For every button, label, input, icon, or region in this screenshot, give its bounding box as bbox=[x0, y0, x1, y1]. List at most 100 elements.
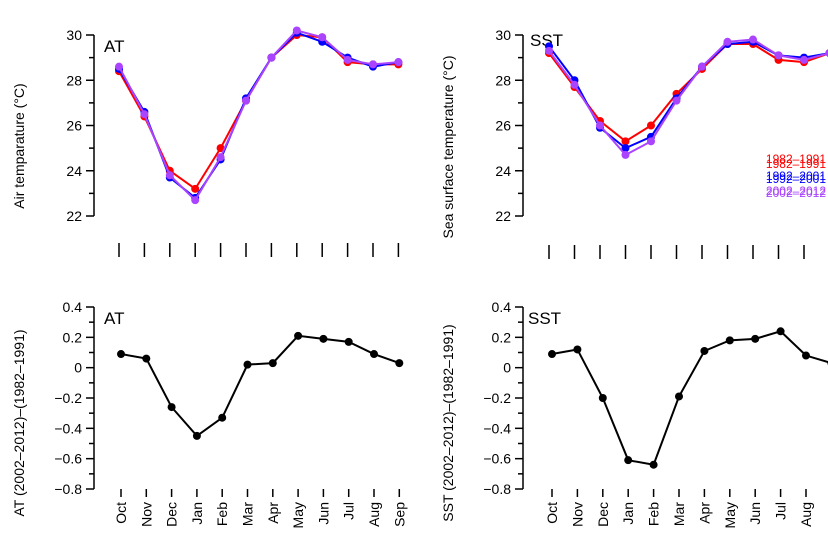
series-line bbox=[548, 43, 828, 143]
series-1 bbox=[545, 37, 828, 153]
y-tick-label: −0.8 bbox=[54, 481, 82, 497]
data-point bbox=[548, 350, 556, 359]
panel-p2: 22 24 26 28 30 Sea surface temperature (°C) SS… bbox=[440, 27, 828, 259]
y-axis-label: SST (2002–2012)–(1982–1991) bbox=[440, 324, 456, 521]
x-tick-label: Nov bbox=[569, 502, 585, 527]
data-point bbox=[394, 58, 403, 67]
y-tick-label: 30 bbox=[66, 27, 82, 43]
data-point bbox=[117, 350, 125, 359]
y-tick-label: 28 bbox=[66, 72, 82, 88]
y-tick-label: −0.4 bbox=[54, 420, 82, 436]
y-tick-label: 26 bbox=[495, 118, 511, 134]
y-tick-label: 30 bbox=[495, 27, 511, 43]
series-line bbox=[551, 330, 828, 466]
series-0 bbox=[117, 331, 404, 440]
data-point bbox=[191, 196, 200, 205]
x-tick-label: Jul bbox=[341, 502, 357, 520]
y-tick-label: 28 bbox=[495, 72, 511, 88]
x-tick-label: Dec bbox=[595, 502, 611, 527]
data-point bbox=[216, 153, 225, 162]
x-tick-label: Apr bbox=[696, 502, 712, 524]
data-point bbox=[624, 456, 633, 465]
data-point bbox=[294, 331, 303, 340]
x-tick-label: May bbox=[290, 502, 306, 528]
x-tick-label: Sep bbox=[391, 502, 407, 527]
data-point bbox=[700, 346, 709, 355]
y-tick-label: 0.2 bbox=[63, 329, 83, 345]
x-tick-label: Jul bbox=[773, 502, 789, 520]
x-tick-label: Mar bbox=[240, 502, 256, 526]
data-point bbox=[647, 121, 655, 130]
panel-title: SST bbox=[528, 309, 561, 328]
series-line bbox=[120, 334, 400, 438]
data-point bbox=[802, 351, 810, 360]
y-tick-label: 0.4 bbox=[63, 299, 83, 315]
series-2 bbox=[115, 26, 403, 205]
data-point bbox=[675, 392, 683, 401]
x-tick-label: Jan bbox=[620, 502, 636, 525]
data-point bbox=[191, 184, 200, 193]
series-1 bbox=[115, 28, 403, 202]
x-tick-label: Nov bbox=[138, 502, 154, 527]
data-point bbox=[649, 460, 658, 469]
x-tick-label: Aug bbox=[798, 502, 814, 527]
data-point bbox=[267, 53, 276, 62]
data-point bbox=[621, 150, 630, 159]
data-point bbox=[825, 49, 828, 57]
data-point bbox=[621, 144, 630, 153]
y-tick-label: 26 bbox=[66, 118, 82, 134]
data-point bbox=[319, 334, 328, 343]
data-point bbox=[343, 55, 352, 64]
x-tick-label: Oct bbox=[113, 502, 129, 524]
data-point bbox=[292, 26, 301, 35]
data-point bbox=[268, 359, 277, 368]
data-point bbox=[596, 121, 604, 130]
data-point bbox=[776, 327, 785, 336]
x-tick-label: Jun bbox=[747, 502, 763, 525]
x-tick-label: Jan bbox=[189, 502, 205, 525]
data-point bbox=[243, 360, 252, 369]
x-tick-label: May bbox=[722, 502, 738, 528]
data-point bbox=[774, 51, 783, 60]
data-point bbox=[142, 354, 151, 363]
y-axis-label: AT (2002–2012)–(1982–1991) bbox=[11, 329, 27, 516]
y-tick-label: 22 bbox=[66, 208, 82, 224]
x-tick-label: Dec bbox=[164, 502, 180, 527]
x-tick-label: Mar bbox=[671, 502, 687, 526]
x-tick-label: Feb bbox=[214, 502, 230, 526]
data-point bbox=[369, 60, 377, 69]
data-point bbox=[800, 55, 808, 64]
y-tick-label: −0.6 bbox=[54, 451, 82, 467]
data-point bbox=[545, 46, 553, 55]
y-tick-label: −0.8 bbox=[483, 481, 511, 497]
data-point bbox=[647, 137, 655, 146]
series-0 bbox=[548, 327, 828, 469]
series-0 bbox=[115, 31, 403, 193]
data-point bbox=[344, 337, 353, 346]
legend-entry: 1982–1991 bbox=[766, 152, 826, 166]
data-point bbox=[216, 144, 225, 153]
y-tick-label: 22 bbox=[495, 208, 511, 224]
y-tick-label: 0.2 bbox=[492, 329, 512, 345]
x-tick-label: Aug bbox=[366, 502, 382, 527]
data-point bbox=[698, 62, 706, 71]
legend-entry: 1992–2001 bbox=[766, 172, 826, 186]
y-tick-label: −0.6 bbox=[483, 451, 511, 467]
data-point bbox=[570, 80, 579, 89]
y-tick-label: −0.2 bbox=[483, 390, 511, 406]
x-tick-label: Apr bbox=[265, 502, 281, 524]
y-axis-label: Air temparature (°C) bbox=[11, 83, 27, 208]
data-point bbox=[672, 96, 681, 105]
y-tick-label: 0 bbox=[74, 360, 82, 376]
data-point bbox=[573, 345, 582, 354]
x-tick-label: Oct bbox=[544, 502, 560, 524]
panel-p1: 22 24 26 28 30 Air temparature (°C) AT 1982–199… bbox=[11, 26, 826, 257]
y-tick-label: 0.4 bbox=[492, 299, 512, 315]
panel-title: SST bbox=[530, 31, 563, 50]
data-point bbox=[751, 334, 760, 343]
data-point bbox=[723, 37, 732, 46]
y-tick-label: −0.4 bbox=[483, 420, 511, 436]
data-point bbox=[370, 350, 378, 359]
data-point bbox=[598, 394, 607, 402]
